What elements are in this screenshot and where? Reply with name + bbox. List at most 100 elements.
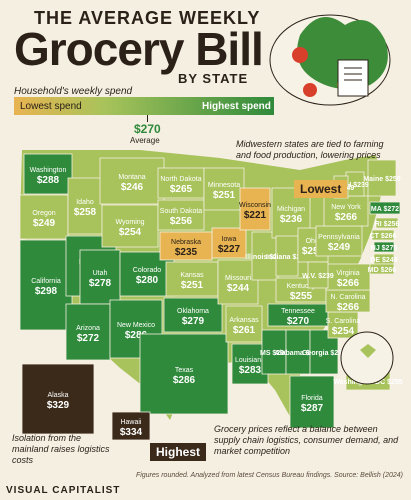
state-alabama: Alabama $281 xyxy=(275,329,321,375)
state-name: Arkansas xyxy=(229,317,259,324)
state-name: Pennsylvania xyxy=(318,234,360,241)
state-value: MA $272 xyxy=(371,206,399,213)
state-de: DE $249 xyxy=(370,253,398,265)
state-value: Georgia $278 xyxy=(302,350,346,357)
title-kicker: THE AVERAGE WEEKLY xyxy=(34,8,261,28)
state-value: NH $239 xyxy=(341,182,369,189)
state-name: Michigan xyxy=(277,206,305,213)
state-pennsylvania: Pennsylvania$249 xyxy=(315,225,363,257)
state-value: $266 xyxy=(335,212,358,223)
state-name: Wyoming xyxy=(115,219,144,226)
state-value: $256 xyxy=(170,216,193,227)
state-new-york: New York$266 xyxy=(323,195,369,227)
state-value: $235 xyxy=(175,247,198,258)
state-name: Texas xyxy=(175,367,194,374)
state-maine: Maine $250 xyxy=(363,159,401,197)
state-tennessee: Tennessee$270 xyxy=(267,303,329,327)
state-value: CT $266 xyxy=(370,233,397,240)
page-title: Grocery Bill xyxy=(14,23,264,75)
state-shape xyxy=(373,241,395,253)
state-value: MS $291 xyxy=(260,350,288,357)
state-nebraska: Nebraska$235 xyxy=(159,231,213,261)
state-name: Kansas xyxy=(180,272,204,279)
state-shape xyxy=(369,201,401,215)
map-subtitle: Household's weekly spend xyxy=(14,86,133,97)
state-shape xyxy=(369,263,395,275)
state-montana: Montana$246 xyxy=(99,157,165,205)
state-value: Maine $250 xyxy=(363,176,400,183)
state-name: Virginia xyxy=(336,270,359,277)
legend-low-label: Lowest spend xyxy=(20,101,82,112)
state-name: Colorado xyxy=(133,267,162,274)
state-value: $286 xyxy=(173,375,196,386)
legend-average-label: Average xyxy=(130,136,160,145)
state-arkansas: Arkansas$261 xyxy=(225,305,263,343)
state-name: North Dakota xyxy=(160,176,201,183)
state-value: $249 xyxy=(33,218,56,229)
state-value: DE $249 xyxy=(370,257,397,264)
state-hawaii: Hawaii$334 xyxy=(111,411,151,441)
state-name: California xyxy=(31,278,61,285)
highest-badge: Highest xyxy=(150,443,207,461)
state-value: $221 xyxy=(244,210,267,221)
legend-average-value: $270 xyxy=(134,122,161,136)
state-name: Idaho xyxy=(76,199,94,206)
state-value: $283 xyxy=(239,365,262,376)
state-ma: MA $272 xyxy=(369,201,401,215)
state-utah: Utah$278 xyxy=(79,249,121,305)
state-name: Oregon xyxy=(32,210,55,217)
state-shape xyxy=(217,259,259,305)
state-name: Washington xyxy=(30,167,67,174)
state-ct: CT $266 xyxy=(370,229,397,241)
balance-note: Grocery prices reflect a balance between… xyxy=(214,424,399,456)
state-idaho: Idaho$258 xyxy=(67,177,103,235)
state-value: $261 xyxy=(233,325,256,336)
state-name: South Dakota xyxy=(160,208,203,215)
state-value: W.V. $239 xyxy=(302,273,334,280)
state-name: Missouri xyxy=(225,275,252,282)
source-note: Figures rounded. Analyzed from latest Ce… xyxy=(135,472,403,479)
state-value: $272 xyxy=(77,333,100,344)
state-value: $255 xyxy=(290,291,313,302)
state-shape xyxy=(307,261,329,289)
state-name: Utah xyxy=(93,270,108,277)
state-w-v-: W.V. $239 xyxy=(302,261,334,289)
state-value: $266 xyxy=(337,278,360,289)
state-name: Nebraska xyxy=(171,239,201,246)
state-value: $288 xyxy=(37,175,60,186)
state-washington-dc: Washington DC $255 xyxy=(333,371,403,391)
state-shape xyxy=(225,305,263,343)
state-shape xyxy=(157,199,205,231)
state-shape xyxy=(19,194,69,240)
state-value: $254 xyxy=(332,326,355,337)
state-name: Montana xyxy=(118,174,145,181)
state-nj: NJ $275 xyxy=(371,241,398,253)
state-value: $265 xyxy=(170,184,193,195)
state-california: California$298 xyxy=(19,239,73,331)
state-shape xyxy=(375,217,399,229)
state-north-dakota: North Dakota$265 xyxy=(157,167,205,199)
state-shape xyxy=(289,375,335,429)
legend-average-tick xyxy=(147,115,148,122)
state-value: $227 xyxy=(218,244,241,255)
state-arizona: Arizona$272 xyxy=(65,303,111,361)
state-value: NJ $275 xyxy=(371,245,398,252)
isolation-note: Isolation from the mainland raises logis… xyxy=(12,433,110,465)
state-value: $236 xyxy=(280,214,303,225)
state-south-dakota: South Dakota$256 xyxy=(157,199,205,231)
state-value: $258 xyxy=(74,207,97,218)
state-value: $329 xyxy=(47,400,70,411)
state-value: $286 xyxy=(125,330,148,341)
state-value: $254 xyxy=(302,246,325,257)
state-name: Florida xyxy=(301,395,323,402)
state-name: Oklahoma xyxy=(177,308,209,315)
state-name: S. Carolina xyxy=(326,318,361,325)
state-value: $244 xyxy=(227,283,250,294)
state-name: New York xyxy=(331,204,361,211)
state-nh: NH $239 xyxy=(341,171,369,197)
state-shape xyxy=(239,187,271,231)
state-shape xyxy=(203,167,245,211)
title-by-state: BY STATE xyxy=(178,71,249,86)
state-ri: RI $256 xyxy=(375,217,399,229)
